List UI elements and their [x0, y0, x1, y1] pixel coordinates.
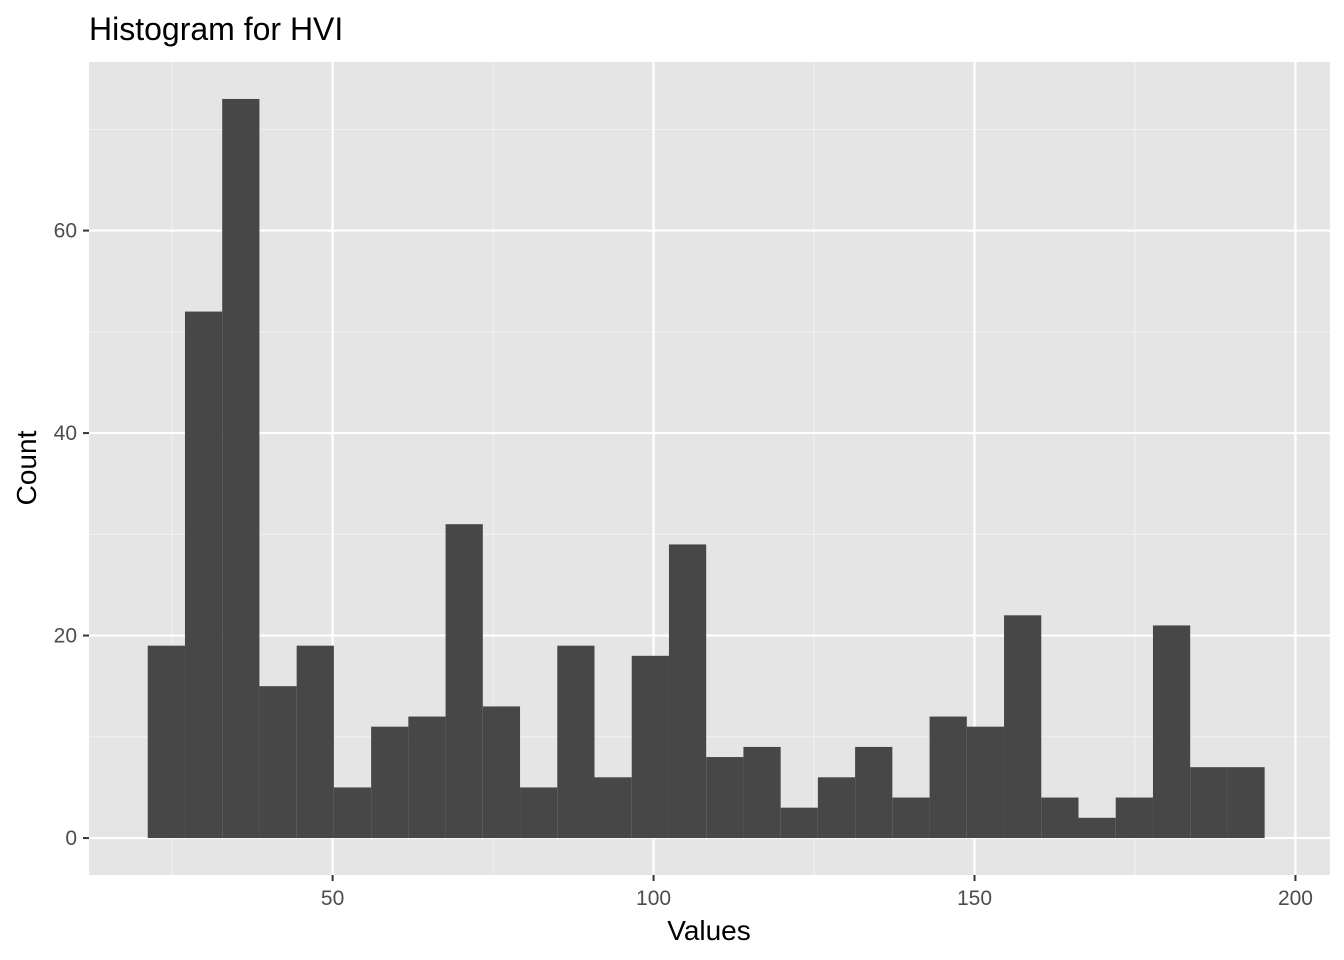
histogram-bar	[259, 686, 297, 839]
y-tick-label: 40	[54, 422, 77, 445]
histogram-bar	[855, 746, 893, 839]
histogram-bar	[1004, 615, 1042, 839]
histogram-bar	[333, 787, 372, 839]
histogram-bar	[445, 524, 483, 839]
y-tick-label: 20	[54, 625, 77, 648]
histogram-bars	[147, 98, 1265, 839]
histogram-bar	[1190, 767, 1228, 839]
histogram-bar	[296, 645, 334, 839]
histogram-bar	[1041, 797, 1079, 839]
x-tick-label: 50	[321, 887, 344, 910]
histogram-bar	[966, 726, 1005, 839]
histogram-bar	[520, 787, 558, 839]
histogram-bar	[184, 311, 223, 839]
histogram-bar	[743, 746, 781, 839]
histogram-bar	[1078, 817, 1116, 839]
histogram-bar	[147, 645, 185, 839]
histogram-bar	[594, 777, 632, 839]
histogram-bar	[482, 706, 521, 839]
histogram-bar	[817, 777, 856, 839]
minor-gridlines	[89, 62, 1330, 875]
x-tick-label: 100	[636, 887, 671, 910]
histogram-bar	[1115, 797, 1153, 839]
histogram-bar	[371, 726, 409, 839]
histogram-bar	[668, 544, 707, 839]
histogram-bar	[892, 797, 930, 839]
y-tick-label: 0	[65, 827, 77, 850]
histogram-bar	[780, 807, 818, 839]
histogram-bar	[222, 98, 260, 839]
histogram-bar	[1227, 767, 1265, 839]
y-axis-label: Count	[11, 430, 42, 505]
histogram-bar	[631, 655, 669, 839]
x-axis-label: Values	[667, 915, 751, 946]
x-axis: 50 100 150 200	[321, 875, 1313, 910]
histogram-bar	[706, 757, 744, 839]
x-tick-label: 200	[1278, 887, 1313, 910]
histogram-bar	[929, 716, 967, 839]
histogram-bar	[408, 716, 446, 839]
histogram-bar	[1152, 625, 1191, 839]
chart-title: Histogram for HVI	[89, 11, 343, 47]
y-axis: 0 20 40 60	[54, 220, 89, 850]
histogram-bar	[557, 645, 595, 839]
y-tick-label: 60	[54, 220, 77, 243]
x-tick-label: 150	[957, 887, 992, 910]
